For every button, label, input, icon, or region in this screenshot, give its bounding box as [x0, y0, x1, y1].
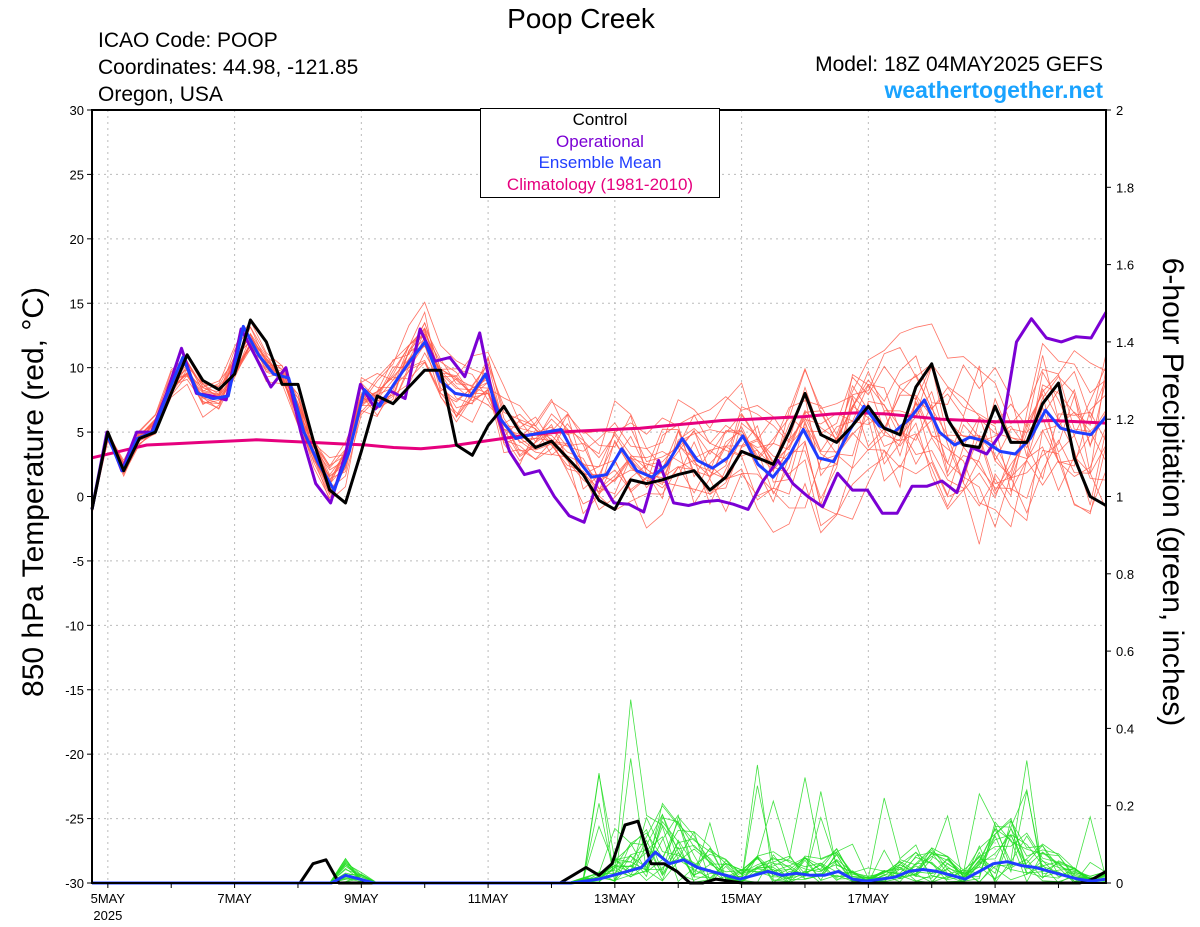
icao-code: ICAO Code: POOP — [98, 29, 278, 52]
x-tick-label: 17MAY — [848, 891, 890, 906]
y-tick-label-right: 0 — [1116, 876, 1123, 891]
y-axis-label-left: 850 hPa Temperature (red, °C) — [17, 287, 50, 697]
member-precipitation-line — [92, 792, 1107, 884]
member-temperature-line — [91, 328, 1107, 515]
series-line-control — [90, 318, 1107, 511]
y-tick-label-right: 0.6 — [1116, 644, 1134, 659]
x-tick-label: 13MAY — [594, 891, 636, 906]
y-tick-label-left: -15 — [65, 683, 84, 698]
x-tick-label: 19MAY — [974, 891, 1016, 906]
y-tick-label-right: 1.8 — [1116, 180, 1134, 195]
x-tick-label: 15MAY — [721, 891, 763, 906]
axes: 302520151050-5-10-15-20-25-3021.81.61.41… — [65, 103, 1134, 923]
legend-control: Control — [572, 110, 628, 129]
y-tick-label-left: -10 — [65, 618, 84, 633]
ensemble-members-precipitation — [92, 699, 1107, 884]
member-precipitation-line — [92, 699, 1107, 884]
y-tick-label-left: -5 — [72, 554, 84, 569]
y-tick-label-right: 0.4 — [1116, 721, 1134, 736]
member-temperature-line — [91, 334, 1107, 515]
y-tick-label-right: 1.4 — [1116, 335, 1134, 350]
y-tick-label-left: -25 — [65, 812, 84, 827]
x-tick-label: 11MAY — [468, 891, 509, 906]
series-line-control-precipitation — [92, 819, 1107, 885]
chart-title: Poop Creek — [507, 3, 655, 34]
y-tick-label-left: 15 — [70, 296, 84, 311]
x-tick-label: 5MAY — [91, 891, 126, 906]
y-tick-label-right: 1.2 — [1116, 412, 1134, 427]
y-tick-label-left: 30 — [70, 103, 84, 118]
member-temperature-line — [91, 320, 1107, 513]
y-tick-label-right: 1.6 — [1116, 258, 1134, 273]
x-tick-label: 7MAY — [217, 891, 252, 906]
plot-frame — [91, 109, 1107, 884]
coordinates: Coordinates: 44.98, -121.85 — [98, 56, 359, 79]
series-line-climatology — [91, 411, 1107, 460]
site-name[interactable]: weathertogether.net — [884, 77, 1103, 103]
x-tick-label: 9MAY — [344, 891, 379, 906]
y-tick-label-right: 1 — [1116, 490, 1123, 505]
legend-climatology: Climatology (1981-2010) — [506, 174, 694, 194]
y-tick-label-left: 25 — [70, 167, 84, 182]
y-tick-label-left: 20 — [70, 232, 84, 247]
y-tick-label-left: -20 — [65, 747, 84, 762]
legend: Control Operational Ensemble Mean Climat… — [480, 108, 720, 198]
grid-lines — [92, 110, 1106, 883]
member-temperature-line — [91, 333, 1107, 511]
y-tick-label-right: 0.2 — [1116, 799, 1134, 814]
y-tick-label-right: 0.8 — [1116, 567, 1134, 582]
y-tick-label-left: -30 — [65, 876, 84, 891]
y-tick-label-left: 5 — [77, 425, 84, 440]
legend-ensemble-mean: Ensemble Mean — [538, 153, 662, 172]
y-tick-label-right: 2 — [1116, 103, 1123, 118]
x-tick-sublabel: 2025 — [93, 908, 122, 923]
region: Oregon, USA — [98, 83, 223, 106]
y-axis-label-right: 6-hour Precipitation (green, inches) — [1156, 257, 1189, 727]
series-line-ensemble-mean — [90, 324, 1108, 510]
model-run: Model: 18Z 04MAY2025 GEFS — [815, 53, 1103, 76]
series-lines — [90, 311, 1108, 885]
member-temperature-line — [91, 332, 1107, 513]
member-temperature-line — [91, 335, 1107, 511]
y-tick-label-left: 10 — [70, 361, 84, 376]
y-tick-label-left: 0 — [77, 490, 84, 505]
legend-operational: Operational — [556, 131, 644, 151]
member-precipitation-line — [92, 785, 1107, 884]
